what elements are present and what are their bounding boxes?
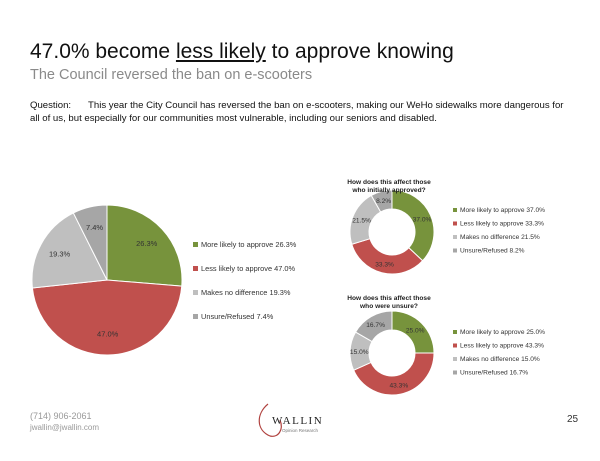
title-prefix: 47.0% become (30, 40, 176, 63)
slice-unsure (370, 189, 393, 213)
footer-phone: (714) 906-2061 (30, 411, 92, 421)
legend-swatch-no-difference (453, 357, 457, 361)
logo-tagline: Opinion Research (282, 428, 319, 433)
legend-label-more-likely: More likely to approve 25.0% (460, 329, 545, 336)
page-number: 25 (567, 414, 579, 425)
slice-unsure (72, 204, 108, 281)
legend-swatch-less-likely (453, 221, 457, 226)
data-label-unsure: 7.4% (86, 223, 103, 232)
legend-swatch-no-difference (453, 235, 457, 239)
data-label-more-likely: 25.0% (406, 327, 425, 334)
legend-label-less-likely: Less likely to approve 33.3% (460, 221, 544, 228)
title-suffix: to approve knowing (265, 40, 454, 63)
question-block: Question: This year the City Council has … (30, 100, 575, 125)
data-label-less-likely: 43.3% (389, 383, 408, 390)
chart-title-line: How does this affect those (347, 179, 431, 186)
legend-swatch-more-likely (453, 208, 457, 212)
unsure-donut-chart: 25.0% 43.3% 15.0% 16.7% More likely to appro… (347, 295, 545, 396)
data-label-no-difference: 21.5% (352, 217, 371, 224)
legend-swatch-no-difference (193, 290, 198, 295)
legend-swatch-unsure (193, 314, 198, 319)
legend-label-unsure: Unsure/Refused 8.2% (460, 248, 525, 255)
title-underlined: less likely (175, 40, 266, 63)
data-label-less-likely: 47.0% (97, 329, 119, 338)
slice-more-likely (391, 189, 435, 262)
question-text: This year the City Council has reversed … (30, 100, 564, 124)
data-label-unsure: 8.2% (376, 198, 391, 205)
chart-title-line: who were unsure? (359, 303, 418, 310)
question-label: Question: (30, 100, 72, 111)
slice-less-likely (31, 279, 183, 356)
slice-no-difference (31, 212, 108, 289)
slide-title: 47.0% become less likely to approve know… (30, 40, 454, 64)
slice-less-likely (353, 352, 435, 396)
legend-swatch-more-likely (193, 242, 198, 247)
chart-title-line: who initially approved? (351, 187, 425, 194)
legend-label-less-likely: Less likely to approve 47.0% (201, 264, 296, 273)
legend-swatch-more-likely (453, 330, 457, 334)
legend-label-unsure: Unsure/Refused 7.4% (201, 312, 274, 321)
legend-swatch-less-likely (453, 343, 457, 348)
chart-title-line: How does this affect those (347, 295, 431, 302)
slice-more-likely (106, 204, 183, 287)
approved-donut-chart: 37.0% 33.3% 21.5% 8.2% More likely to approv… (347, 179, 545, 275)
data-label-more-likely: 37.0% (413, 216, 432, 223)
footer-email: jwallin@jwallin.com (30, 423, 100, 432)
data-label-no-difference: 15.0% (350, 349, 369, 356)
data-label-more-likely: 26.3% (136, 239, 158, 248)
legend-swatch-unsure (453, 370, 457, 375)
main-pie-chart: 26.3% 47.0% 19.3% 7.4% More likely to approv… (31, 204, 297, 356)
legend-label-no-difference: Makes no difference 19.3% (201, 288, 291, 297)
logo-wordmark: WALLIN (272, 415, 323, 427)
legend-label-more-likely: More likely to approve 26.3% (201, 240, 297, 249)
data-label-unsure: 16.7% (366, 322, 385, 329)
legend-label-no-difference: Makes no difference 15.0% (460, 356, 540, 363)
legend-swatch-unsure (453, 248, 457, 253)
wallin-logo: WALLIN Opinion Research (258, 403, 323, 437)
data-label-less-likely: 33.3% (375, 261, 394, 268)
legend-label-no-difference: Makes no difference 21.5% (460, 234, 540, 241)
data-label-no-difference: 19.3% (49, 250, 71, 259)
legend-label-more-likely: More likely to approve 37.0% (460, 207, 545, 214)
slice-unsure (354, 310, 393, 343)
legend-swatch-less-likely (193, 266, 198, 271)
legend-label-less-likely: Less likely to approve 43.3% (460, 343, 544, 350)
slide-subtitle: The Council reversed the ban on e-scoote… (30, 67, 313, 83)
logo-swoosh (258, 403, 282, 437)
legend-label-unsure: Unsure/Refused 16.7% (460, 370, 528, 377)
